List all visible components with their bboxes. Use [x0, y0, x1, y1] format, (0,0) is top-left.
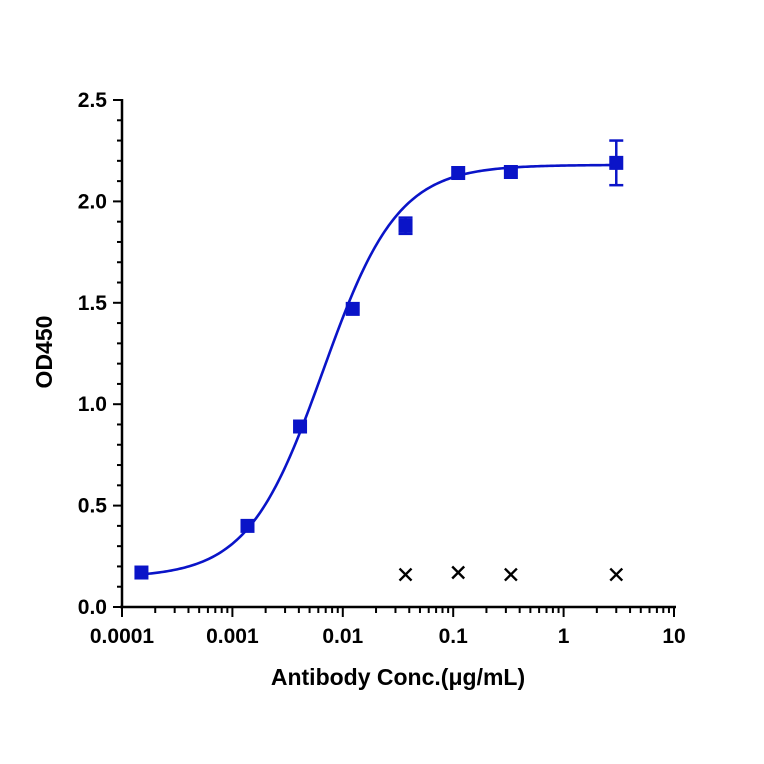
- excluded-point-marker: [451, 565, 466, 580]
- data-point: [293, 419, 308, 434]
- data-point: [451, 166, 466, 181]
- x-tick-label: 0.0001: [90, 625, 155, 648]
- y-tick-label: 0.5: [78, 495, 108, 518]
- data-point: [345, 301, 360, 316]
- data-point: [240, 518, 255, 533]
- excluded-point-marker: [609, 567, 624, 582]
- y-tick-label: 1.0: [78, 393, 107, 416]
- fit-curve-layer: [141, 163, 617, 576]
- excluded-point-marker: [504, 567, 518, 582]
- x-tick-label: 1: [558, 625, 570, 648]
- x-axis-ticks: 0.0001 0.001 0.01 0.1 1 10: [90, 607, 686, 648]
- y-axis-title: OD450: [31, 316, 57, 389]
- data-point: [503, 164, 518, 179]
- x-axis-title: Antibody Conc.(μg/mL): [271, 664, 525, 690]
- y-tick-label: 2.0: [78, 190, 107, 213]
- y-tick-label: 0.0: [78, 596, 107, 619]
- excluded-point-marker: [398, 567, 413, 582]
- x-tick-label: 10: [662, 625, 685, 648]
- fit-curve: [141, 163, 617, 576]
- y-axis-ticks: 0.0 0.5 1.0 1.5 2.0 2.5: [78, 89, 122, 619]
- data-point: [609, 155, 624, 170]
- data-point: [134, 565, 149, 580]
- data-point: [398, 218, 413, 233]
- y-tick-label: 2.5: [78, 89, 108, 112]
- x-tick-label: 0.1: [439, 625, 469, 648]
- x-tick-label: 0.001: [206, 625, 259, 648]
- x-tick-label: 0.01: [322, 625, 363, 648]
- data-point-layer: [134, 155, 624, 580]
- axes: 0.0 0.5 1.0 1.5 2.0 2.5 0.0001 0.001 0.01 0.1 1 10: [78, 89, 686, 648]
- y-tick-label: 1.5: [78, 292, 108, 315]
- excluded-point-layer: [398, 565, 624, 582]
